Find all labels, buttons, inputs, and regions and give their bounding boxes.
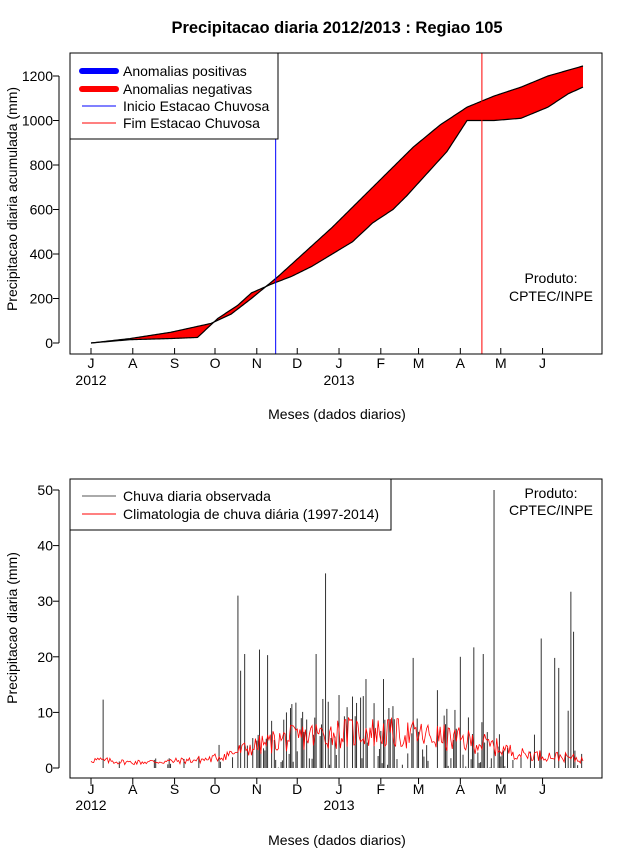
top-month-label: M xyxy=(413,355,425,371)
top-month-label: A xyxy=(128,355,138,371)
legend-observed-label: Chuva diaria observada xyxy=(123,488,271,504)
bottom-month-label: D xyxy=(292,781,302,797)
top-legend-box xyxy=(69,52,279,140)
observed-cumulative-line xyxy=(90,86,584,344)
bottom-legend-box xyxy=(69,478,392,531)
legend-negative-label: Anomalias negativas xyxy=(123,81,252,97)
legend-onset-label: Inicio Estacao Chuvosa xyxy=(123,98,270,114)
bottom-y-axis-label: Precipitacao diaria (mm) xyxy=(4,552,20,704)
top-month-label: J xyxy=(336,355,343,371)
top-y-tick-label: 0 xyxy=(45,335,53,351)
bottom-x-axis-label: Meses (dados diarios) xyxy=(268,832,406,848)
top-month-label: M xyxy=(495,355,507,371)
bottom-y-tick-label: 40 xyxy=(37,538,53,554)
bottom-month-label: N xyxy=(252,781,262,797)
bottom-month-label: F xyxy=(377,781,386,797)
top-y-tick-label: 800 xyxy=(30,157,54,173)
bottom-product-source: CPTEC/INPE xyxy=(509,502,593,518)
bottom-plot-area xyxy=(90,490,584,768)
figure-title: Precipitacao diaria 2012/2013 : Regiao 1… xyxy=(171,19,502,37)
legend-climatology-label: Climatologia de chuva diária (1997-2014) xyxy=(123,506,379,522)
bottom-month-label: J xyxy=(88,781,95,797)
negative-anomaly-area xyxy=(91,65,583,344)
legend-end-label: Fim Estacao Chuvosa xyxy=(123,115,260,131)
top-legend: Anomalias positivas Anomalias negativas … xyxy=(69,52,279,140)
climatology-cumulative-line xyxy=(90,65,584,344)
top-month-label: F xyxy=(377,355,386,371)
top-y-axis: 0 200 400 600 800 1000 1200 xyxy=(22,68,60,351)
top-y-tick-label: 600 xyxy=(30,202,54,218)
bottom-y-tick-label: 30 xyxy=(37,593,53,609)
top-x-axis-label: Meses (dados diarios) xyxy=(268,406,406,422)
bottom-year-label-2012: 2012 xyxy=(75,797,106,813)
top-y-tick-label: 1000 xyxy=(22,113,53,129)
bottom-month-label: S xyxy=(170,781,179,797)
top-month-label: D xyxy=(292,355,302,371)
bottom-year-label-2013: 2013 xyxy=(323,797,354,813)
bottom-y-tick-label: 10 xyxy=(37,704,53,720)
bottom-month-label: A xyxy=(456,781,466,797)
top-month-label: J xyxy=(539,355,546,371)
top-month-label: S xyxy=(170,355,179,371)
bottom-y-axis: 0 10 20 30 40 50 xyxy=(37,482,60,776)
top-y-tick-label: 1200 xyxy=(22,68,53,84)
top-year-label-2013: 2013 xyxy=(323,372,354,388)
legend-positive-label: Anomalias positivas xyxy=(123,63,247,79)
climatology-daily-line xyxy=(90,717,584,766)
bottom-y-tick-label: 20 xyxy=(37,649,53,665)
bottom-product-label: Produto: xyxy=(525,485,578,501)
bottom-month-label: J xyxy=(336,781,343,797)
top-month-label: A xyxy=(456,355,466,371)
top-y-tick-label: 200 xyxy=(30,291,54,307)
bottom-month-label: J xyxy=(539,781,546,797)
top-month-label: N xyxy=(252,355,262,371)
bottom-month-label: M xyxy=(495,781,507,797)
top-product-label: Produto: xyxy=(525,270,578,286)
bottom-y-tick-label: 0 xyxy=(45,760,53,776)
top-year-label-2012: 2012 xyxy=(75,372,106,388)
bottom-month-label: M xyxy=(413,781,425,797)
bottom-y-tick-label: 50 xyxy=(37,482,53,498)
top-month-label: J xyxy=(88,355,95,371)
bottom-legend: Chuva diaria observada Climatologia de c… xyxy=(69,478,392,531)
top-y-tick-label: 400 xyxy=(30,246,54,262)
bottom-month-label: O xyxy=(210,781,221,797)
top-product-source: CPTEC/INPE xyxy=(509,288,593,304)
bottom-month-label: A xyxy=(128,781,138,797)
top-month-label: O xyxy=(210,355,221,371)
top-y-axis-label: Precipitacao diaria acumulada (mm) xyxy=(4,87,20,311)
